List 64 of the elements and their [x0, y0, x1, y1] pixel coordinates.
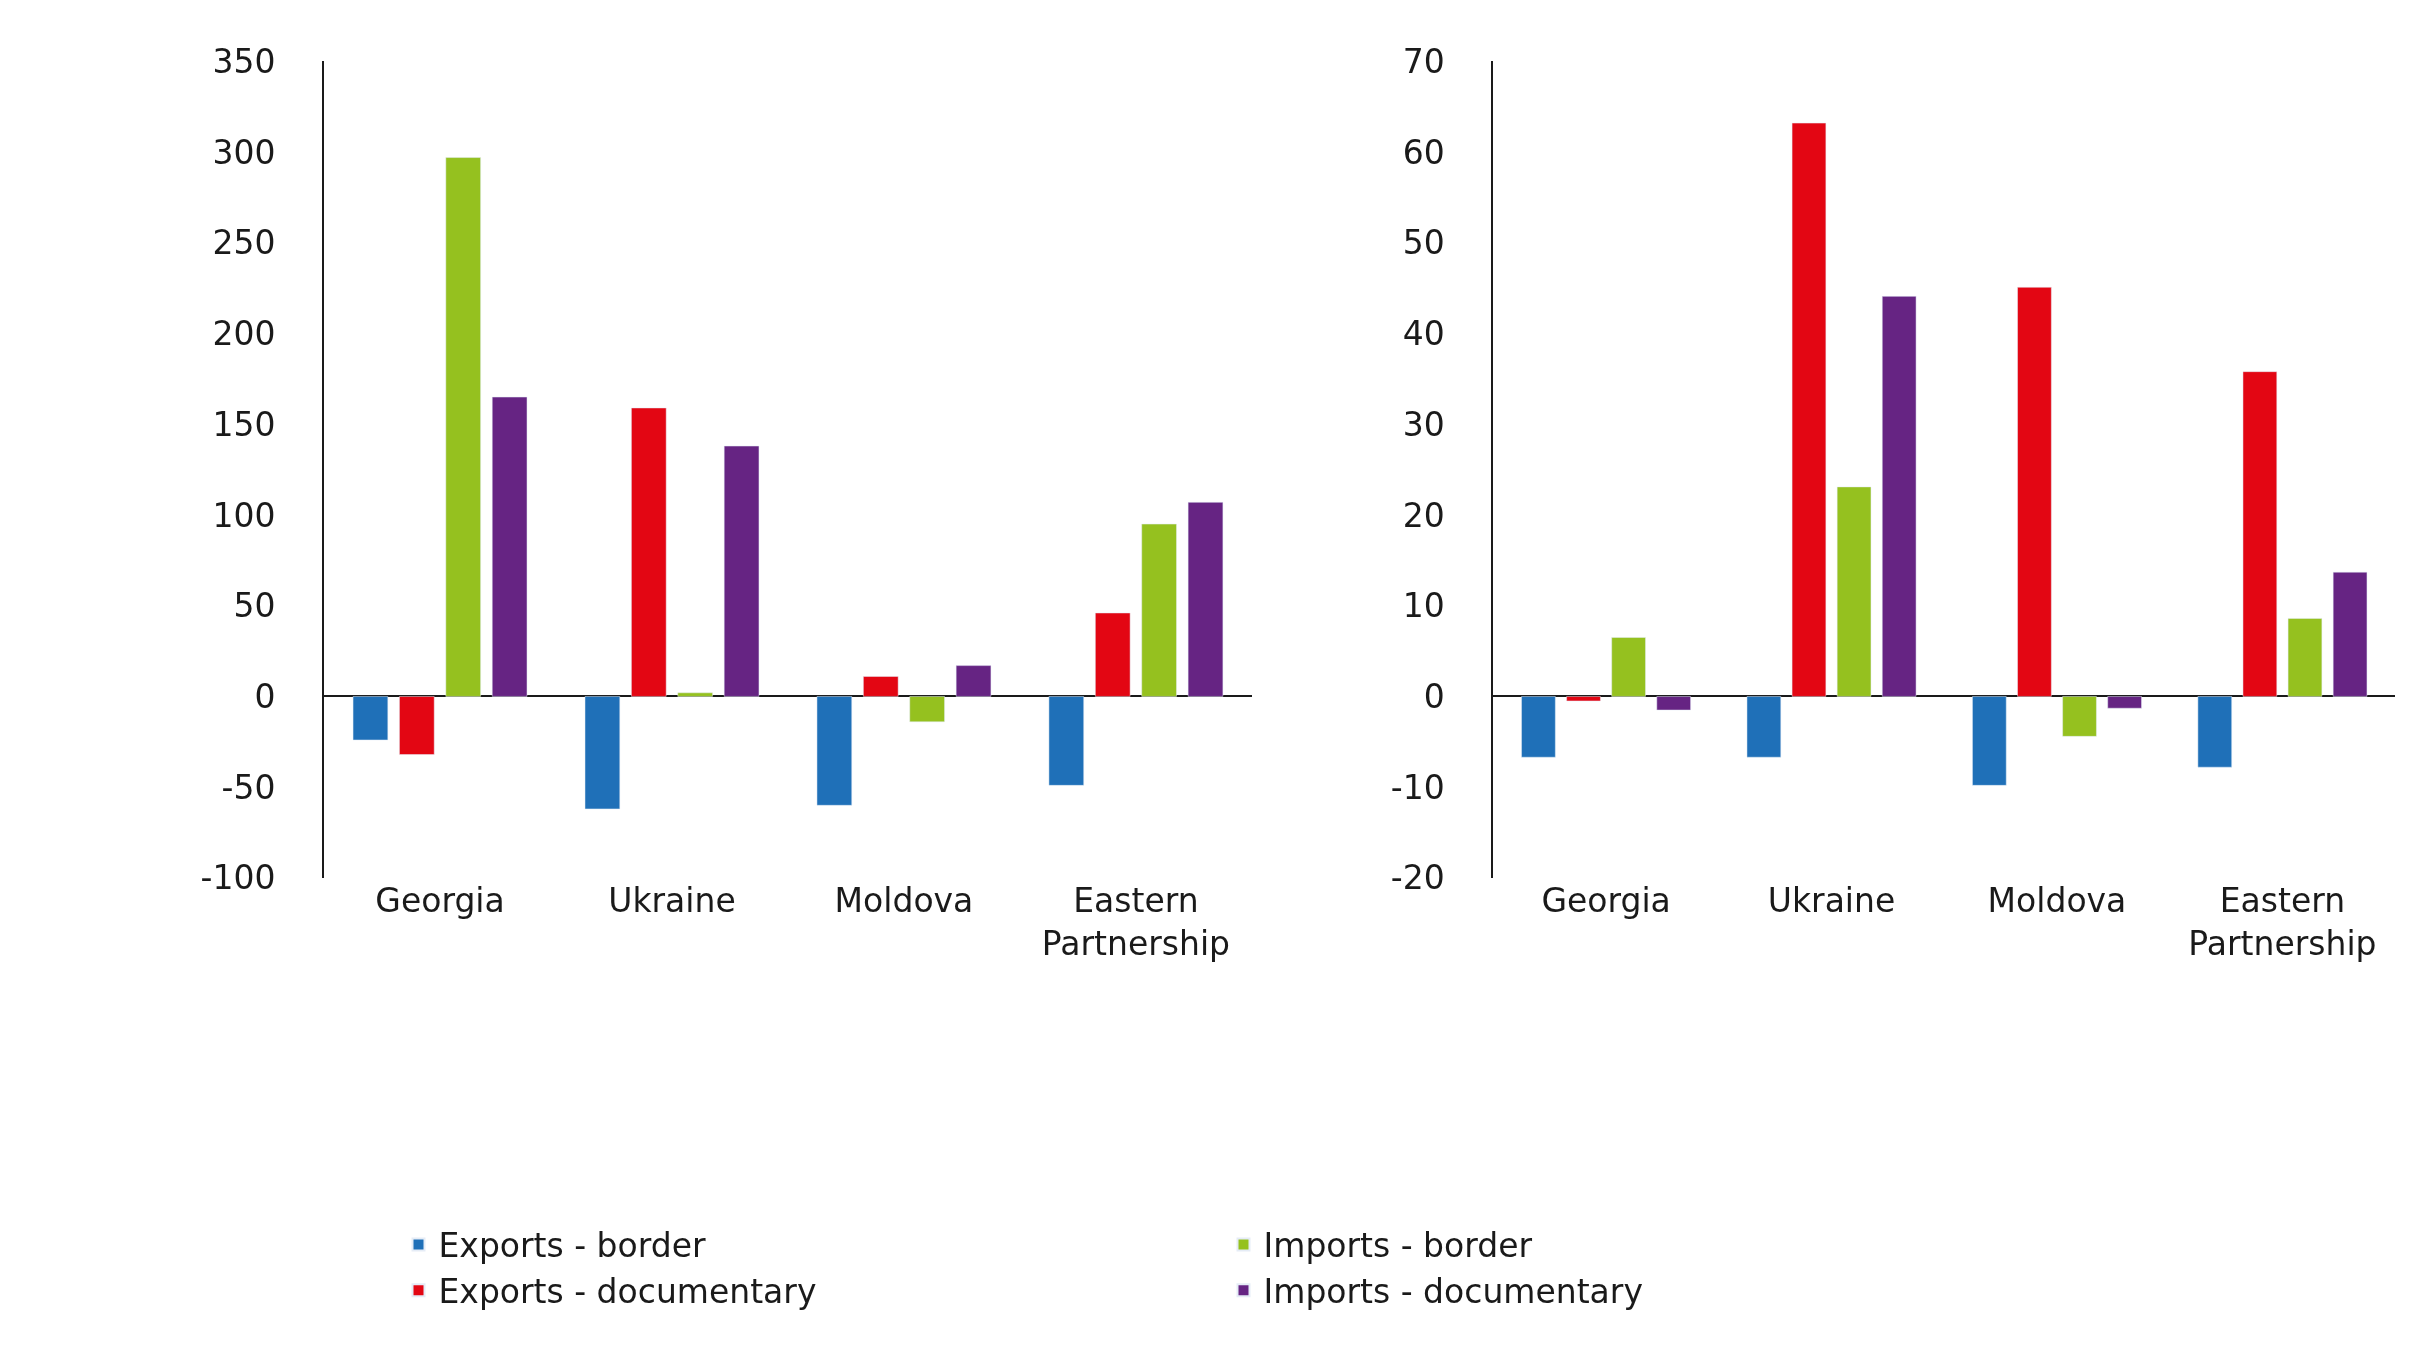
bar [1095, 612, 1131, 697]
bar [955, 665, 992, 697]
y-tick-label: 0 [1423, 676, 1445, 716]
x-tick-label: Ukraine [1767, 880, 1896, 920]
bar [631, 407, 667, 697]
bar [491, 396, 528, 697]
bar [2197, 696, 2232, 768]
bar [1746, 696, 1782, 758]
bar [677, 692, 713, 697]
x-tick-label: Georgia [375, 880, 505, 920]
y-tick-label: 40 [1402, 314, 1445, 354]
bar [1611, 637, 1646, 697]
bar [2107, 696, 2142, 709]
y-tick-label: 300 [212, 132, 276, 172]
y-tick-label: 150 [212, 404, 276, 444]
y-tick-label: 60 [1402, 132, 1445, 172]
bar [399, 696, 435, 755]
bar [816, 696, 853, 806]
bar [1972, 696, 2007, 786]
bar [2017, 287, 2052, 697]
x-tick-label: Moldova [834, 880, 974, 920]
y-tick-label: -50 [221, 767, 276, 807]
bar [723, 445, 760, 697]
legend-label: Exports - border [438, 1226, 706, 1266]
bar [1791, 122, 1827, 697]
x-tick-label: Georgia [1541, 880, 1671, 920]
bar [2242, 371, 2278, 697]
bar [1836, 486, 1872, 697]
bar [445, 157, 481, 697]
bar [1882, 296, 1917, 697]
legend-label: Imports - documentary [1263, 1272, 1643, 1312]
y-tick-label: 50 [1402, 223, 1445, 263]
y-tick-label: 350 [212, 41, 276, 81]
y-tick-label: 100 [212, 495, 276, 535]
x-tick-label: Eastern Partnership [1041, 880, 1230, 963]
bar [584, 696, 621, 810]
bar [1566, 696, 1601, 702]
y-tick-label: 50 [233, 586, 276, 626]
y-tick-label: -100 [200, 858, 276, 898]
bar [1048, 696, 1084, 786]
x-tick-label: Ukraine [608, 880, 736, 920]
bar [1521, 696, 1556, 758]
bar [2287, 618, 2323, 697]
bar [863, 676, 899, 697]
y-tick-label: 30 [1402, 404, 1445, 444]
bar [352, 696, 389, 741]
y-tick-label: 10 [1402, 586, 1445, 626]
legend-label: Exports - documentary [438, 1272, 817, 1312]
y-tick-label: 250 [212, 223, 276, 263]
legend-label: Imports - border [1263, 1226, 1533, 1266]
bar [909, 696, 945, 723]
y-tick-label: 20 [1402, 495, 1445, 535]
bar [1187, 502, 1224, 697]
y-tick-label: -20 [1390, 858, 1445, 898]
y-tick-label: 70 [1402, 41, 1445, 81]
x-tick-label: Moldova [1987, 880, 2127, 920]
y-tick-label: -10 [1390, 767, 1445, 807]
bar [2332, 571, 2368, 697]
bar [1656, 696, 1691, 711]
x-tick-label: Eastern Partnership [2188, 880, 2377, 963]
bar [1141, 523, 1177, 697]
y-tick-label: 0 [254, 676, 276, 716]
bar [2062, 696, 2097, 737]
y-tick-label: 200 [212, 314, 276, 354]
